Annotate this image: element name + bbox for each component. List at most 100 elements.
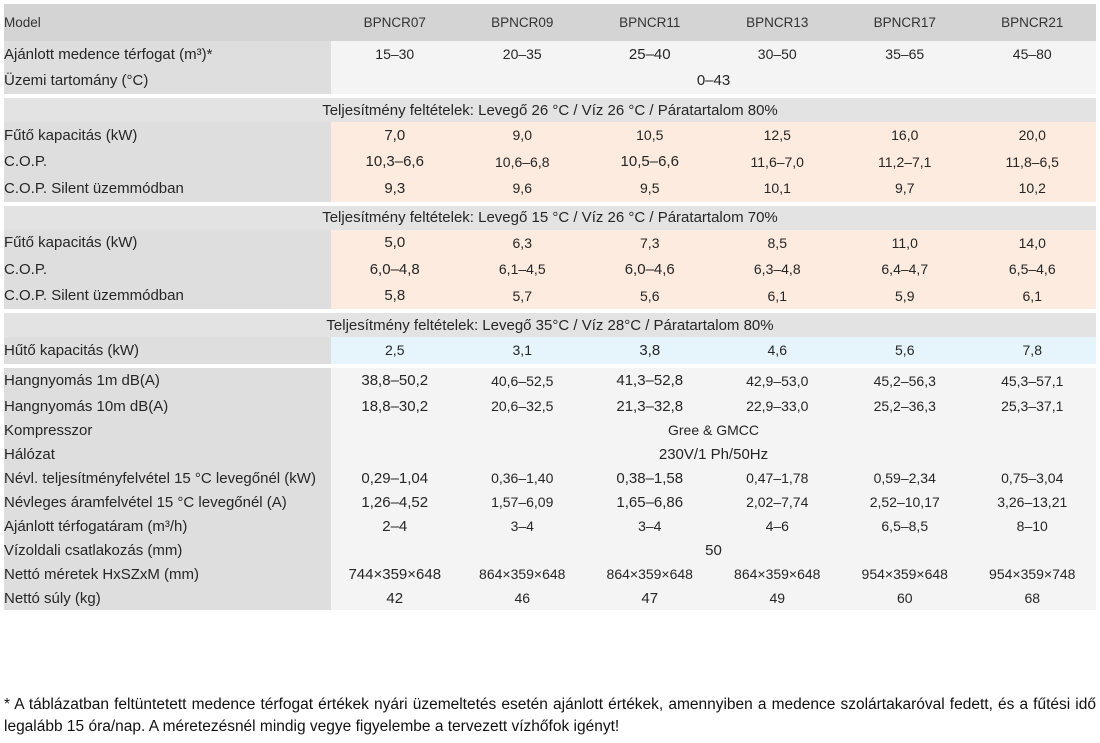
row-label: C.O.P. — [4, 148, 331, 175]
cell-value: 68 — [968, 586, 1096, 610]
cell-value: 8,5 — [713, 229, 841, 256]
cell-value: 35–65 — [841, 41, 969, 68]
cell-value: 11,6–7,0 — [713, 148, 841, 175]
cell-value: 0,38–1,58 — [586, 466, 714, 490]
row-label: Nettó méretek HxSZxM (mm) — [4, 562, 331, 586]
cell-value: 5,6 — [586, 282, 714, 309]
row-label: Fűtő kapacitás (kW) — [4, 122, 331, 149]
model-name: BPNCR11 — [586, 4, 714, 41]
cell-value-merged: 230V/1 Ph/50Hz — [331, 442, 1096, 466]
cell-value: 30–50 — [713, 41, 841, 68]
cell-value: 9,3 — [331, 175, 459, 202]
cell-value: 15–30 — [331, 41, 459, 68]
cell-value: 60 — [841, 586, 969, 610]
row-cooling-capacity: Hűtő kapacitás (kW) 2,5 3,1 3,8 4,6 5,6 … — [4, 337, 1096, 364]
row-noise-10m: Hangnyomás 10m dB(A) 18,8–30,2 20,6–32,5… — [4, 394, 1096, 418]
cell-value: 864×359×648 — [713, 562, 841, 586]
cell-value: 20,6–32,5 — [458, 394, 586, 418]
cell-value: 5,6 — [841, 337, 969, 364]
cell-value: 2,5 — [331, 337, 459, 364]
cell-value: 9,7 — [841, 175, 969, 202]
cell-value: 6,1 — [713, 282, 841, 309]
cell-value: 6,0–4,6 — [586, 256, 714, 283]
cell-value: 864×359×648 — [586, 562, 714, 586]
cell-value: 5,8 — [331, 282, 459, 309]
cell-value: 9,6 — [458, 175, 586, 202]
row-label: C.O.P. — [4, 256, 331, 283]
row-label: Ajánlott térfogatáram (m³/h) — [4, 514, 331, 538]
row-label: Hálózat — [4, 442, 331, 466]
cell-value: 47 — [586, 586, 714, 610]
cell-value: 6,5–8,5 — [841, 514, 969, 538]
cell-value: 7,8 — [968, 337, 1096, 364]
cell-value: 25,3–37,1 — [968, 394, 1096, 418]
cell-value: 0,59–2,34 — [841, 466, 969, 490]
cell-value: 11,2–7,1 — [841, 148, 969, 175]
footnote: * A táblázatban feltüntetett medence tér… — [4, 696, 1096, 735]
cell-value: 0,75–3,04 — [968, 466, 1096, 490]
cell-value: 42 — [331, 586, 459, 610]
cell-value: 6,3–4,8 — [713, 256, 841, 283]
section-title: Teljesítmény feltételek: Levegő 15 °C / … — [4, 205, 1096, 230]
section-header: Teljesítmény feltételek: Levegő 26 °C / … — [4, 98, 1096, 122]
cell-value: 10,1 — [713, 175, 841, 202]
row-compressor: Kompresszor Gree & GMCC — [4, 418, 1096, 442]
row-flow-rate: Ajánlott térfogatáram (m³/h) 2–4 3–4 3–4… — [4, 514, 1096, 538]
cell-value: 20–35 — [458, 41, 586, 68]
row-power-input: Névl. teljesítményfelvétel 15 °C levegőn… — [4, 466, 1096, 490]
row-heating-capacity: Fűtő kapacitás (kW) 5,0 6,3 7,3 8,5 11,0… — [4, 229, 1096, 256]
cell-value: 6,3 — [458, 229, 586, 256]
cell-value: 42,9–53,0 — [713, 367, 841, 394]
row-label: Hangnyomás 1m dB(A) — [4, 367, 331, 394]
row-label: Nettó súly (kg) — [4, 586, 331, 610]
section-header: Teljesítmény feltételek: Levegő 35°C / V… — [4, 313, 1096, 337]
spec-table: Model BPNCR07 BPNCR09 BPNCR11 BPNCR13 BP… — [4, 4, 1096, 610]
cell-value: 3–4 — [586, 514, 714, 538]
cell-value: 10,2 — [968, 175, 1096, 202]
cell-value: 22,9–33,0 — [713, 394, 841, 418]
row-label: Névleges áramfelvétel 15 °C levegőnél (A… — [4, 490, 331, 514]
row-label: Hűtő kapacitás (kW) — [4, 337, 331, 364]
row-label: C.O.P. Silent üzemmódban — [4, 282, 331, 309]
cell-value: 744×359×648 — [331, 562, 459, 586]
row-network: Hálózat 230V/1 Ph/50Hz — [4, 442, 1096, 466]
row-label: Üzemi tartomány (°C) — [4, 67, 331, 94]
cell-value: 4,6 — [713, 337, 841, 364]
row-label: Kompresszor — [4, 418, 331, 442]
cell-value: 20,0 — [968, 122, 1096, 149]
row-net-weight: Nettó súly (kg) 42 46 47 49 60 68 — [4, 586, 1096, 610]
header-row: Model BPNCR07 BPNCR09 BPNCR11 BPNCR13 BP… — [4, 4, 1096, 41]
row-net-dimensions: Nettó méretek HxSZxM (mm) 744×359×648 86… — [4, 562, 1096, 586]
cell-value: 0,36–1,40 — [458, 466, 586, 490]
cell-value: 46 — [458, 586, 586, 610]
model-name: BPNCR17 — [841, 4, 969, 41]
cell-value: 864×359×648 — [458, 562, 586, 586]
cell-value: 41,3–52,8 — [586, 367, 714, 394]
row-operating-range: Üzemi tartomány (°C) 0–43 — [4, 67, 1096, 94]
cell-value: 1,26–4,52 — [331, 490, 459, 514]
cell-value: 10,5–6,6 — [586, 148, 714, 175]
cell-value: 2–4 — [331, 514, 459, 538]
cell-value: 2,52–10,17 — [841, 490, 969, 514]
cell-value: 954×359×748 — [968, 562, 1096, 586]
cell-value: 18,8–30,2 — [331, 394, 459, 418]
cell-value-merged: 0–43 — [331, 67, 1096, 94]
cell-value: 25,2–36,3 — [841, 394, 969, 418]
model-header-label: Model — [4, 4, 331, 41]
row-water-connection: Vízoldali csatlakozás (mm) 50 — [4, 538, 1096, 562]
cell-value: 11,8–6,5 — [968, 148, 1096, 175]
cell-value: 1,57–6,09 — [458, 490, 586, 514]
cell-value: 45,2–56,3 — [841, 367, 969, 394]
cell-value: 16,0 — [841, 122, 969, 149]
row-heating-capacity: Fűtő kapacitás (kW) 7,0 9,0 10,5 12,5 16… — [4, 122, 1096, 149]
cell-value: 3,26–13,21 — [968, 490, 1096, 514]
cell-value: 8–10 — [968, 514, 1096, 538]
row-cop: C.O.P. 10,3–6,6 10,6–6,8 10,5–6,6 11,6–7… — [4, 148, 1096, 175]
row-cop: C.O.P. 6,0–4,8 6,1–4,5 6,0–4,6 6,3–4,8 6… — [4, 256, 1096, 283]
cell-value: 40,6–52,5 — [458, 367, 586, 394]
cell-value-merged: Gree & GMCC — [331, 418, 1096, 442]
cell-value: 45,3–57,1 — [968, 367, 1096, 394]
section-title: Teljesítmény feltételek: Levegő 35°C / V… — [4, 313, 1096, 337]
cell-value: 3,8 — [586, 337, 714, 364]
model-name: BPNCR13 — [713, 4, 841, 41]
